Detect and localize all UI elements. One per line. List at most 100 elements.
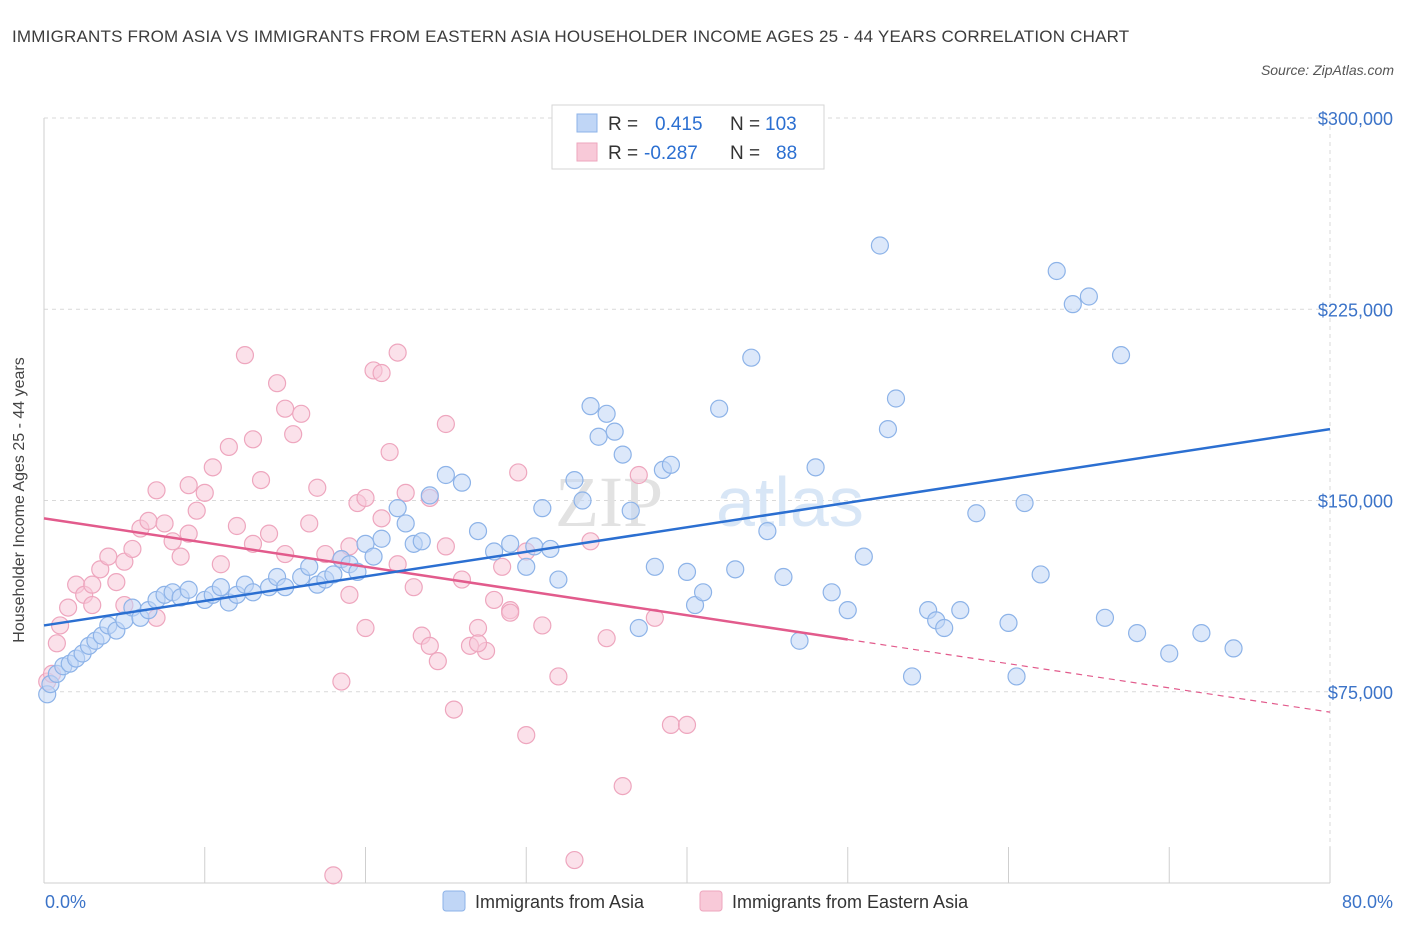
point-asia bbox=[758, 521, 777, 541]
point-asia bbox=[605, 422, 624, 441]
point-asia bbox=[517, 557, 536, 576]
point-eastern-asia bbox=[300, 514, 319, 533]
point-eastern-asia bbox=[179, 524, 198, 543]
point-eastern-asia bbox=[533, 616, 552, 635]
point-eastern-asia bbox=[597, 629, 616, 648]
legend-r-value-asia: 0.415 bbox=[655, 114, 703, 135]
trend-lines bbox=[43, 427, 1331, 713]
y-axis-label: Householder Income Ages 25 - 44 years bbox=[11, 357, 28, 643]
point-asia bbox=[1015, 493, 1034, 513]
point-asia bbox=[452, 473, 472, 492]
point-asia bbox=[1007, 667, 1026, 686]
point-eastern-asia bbox=[243, 430, 263, 449]
y-tick-label: $225,000 bbox=[1318, 300, 1393, 320]
point-asia bbox=[324, 565, 343, 584]
point-eastern-asia bbox=[509, 463, 528, 482]
bottom-legend-swatch-eastern-asia bbox=[699, 890, 723, 912]
point-eastern-asia bbox=[324, 866, 343, 885]
x-tick-label-max: 80.0% bbox=[1342, 892, 1393, 912]
point-eastern-asia bbox=[340, 585, 359, 604]
point-eastern-asia bbox=[316, 544, 335, 564]
point-asia bbox=[838, 601, 857, 620]
point-eastern-asia bbox=[468, 618, 488, 638]
point-asia bbox=[854, 547, 873, 566]
legend-swatch-eastern-asia bbox=[576, 142, 598, 162]
point-asia bbox=[300, 557, 319, 576]
legend-n-value-asia: 103 bbox=[765, 114, 797, 135]
point-eastern-asia bbox=[661, 715, 681, 735]
point-eastern-asia bbox=[179, 476, 198, 495]
point-eastern-asia bbox=[517, 725, 536, 745]
point-asia bbox=[999, 613, 1018, 633]
x-tick-label-min: 0.0% bbox=[45, 892, 86, 912]
point-asia bbox=[774, 567, 793, 587]
point-eastern-asia bbox=[123, 539, 142, 559]
ticks: $75,000 $150,000 $225,000 $300,000 bbox=[43, 109, 1393, 883]
watermark-atlas: atlas bbox=[716, 463, 864, 541]
point-asia bbox=[179, 580, 198, 599]
point-eastern-asia bbox=[493, 557, 512, 576]
point-eastern-asia bbox=[107, 572, 126, 592]
point-eastern-asia bbox=[267, 374, 287, 393]
point-asia bbox=[436, 465, 455, 485]
point-asia bbox=[1031, 565, 1050, 584]
point-eastern-asia bbox=[501, 603, 520, 622]
point-asia bbox=[412, 532, 431, 551]
point-eastern-asia bbox=[259, 524, 279, 543]
point-eastern-asia bbox=[372, 363, 391, 383]
point-eastern-asia bbox=[276, 399, 295, 418]
point-asia bbox=[790, 631, 809, 650]
grid bbox=[44, 117, 1331, 883]
point-asia bbox=[420, 486, 439, 505]
point-eastern-asia bbox=[629, 465, 648, 485]
point-asia bbox=[533, 499, 552, 518]
point-asia bbox=[581, 397, 600, 416]
legend-box: R = 0.415 N = 103 R = -0.287 N = 88 bbox=[551, 104, 825, 170]
point-asia bbox=[806, 458, 825, 477]
point-asia bbox=[549, 570, 568, 589]
legend-r-value-eastern-asia: -0.287 bbox=[644, 143, 698, 164]
trend-asia-solid bbox=[43, 427, 1331, 627]
point-asia bbox=[372, 529, 391, 548]
legend-n-label-asia: N = bbox=[730, 114, 760, 135]
point-asia bbox=[364, 547, 383, 566]
point-eastern-asia bbox=[380, 442, 399, 462]
point-asia bbox=[1192, 623, 1211, 643]
point-asia bbox=[613, 445, 632, 464]
point-asia bbox=[388, 499, 407, 518]
bottom-legend-swatch-asia bbox=[442, 890, 466, 912]
legend-n-value-eastern-asia: 88 bbox=[776, 143, 797, 164]
point-asia bbox=[1111, 346, 1131, 365]
point-eastern-asia bbox=[59, 598, 78, 617]
point-eastern-asia bbox=[284, 425, 303, 444]
point-asia bbox=[951, 601, 970, 620]
point-eastern-asia bbox=[83, 575, 102, 594]
point-asia bbox=[886, 389, 906, 408]
point-asia bbox=[693, 583, 713, 602]
point-asia bbox=[1095, 608, 1115, 627]
point-eastern-asia bbox=[47, 634, 66, 653]
source-label: Source: ZipAtlas.com bbox=[1260, 62, 1394, 78]
bottom-legend-label-asia: Immigrants from Asia bbox=[475, 892, 645, 912]
point-eastern-asia bbox=[468, 634, 488, 653]
point-asia bbox=[1063, 295, 1082, 314]
y-tick-label: $300,000 bbox=[1318, 109, 1393, 129]
point-eastern-asia bbox=[147, 481, 166, 500]
trend-eastern-asia-dashed bbox=[847, 638, 1331, 713]
point-eastern-asia bbox=[83, 595, 102, 615]
point-eastern-asia bbox=[388, 343, 407, 362]
legend-r-label-eastern-asia: R = bbox=[608, 143, 638, 164]
point-asia bbox=[742, 348, 761, 367]
point-eastern-asia bbox=[187, 501, 206, 520]
point-asia bbox=[589, 427, 608, 446]
point-eastern-asia bbox=[163, 532, 182, 551]
point-asia bbox=[645, 557, 664, 576]
point-eastern-asia bbox=[155, 514, 174, 533]
point-eastern-asia bbox=[203, 458, 222, 477]
point-eastern-asia bbox=[420, 636, 439, 655]
point-eastern-asia bbox=[292, 404, 311, 423]
point-eastern-asia bbox=[356, 488, 375, 508]
point-asia bbox=[935, 618, 954, 638]
point-eastern-asia bbox=[372, 509, 391, 528]
